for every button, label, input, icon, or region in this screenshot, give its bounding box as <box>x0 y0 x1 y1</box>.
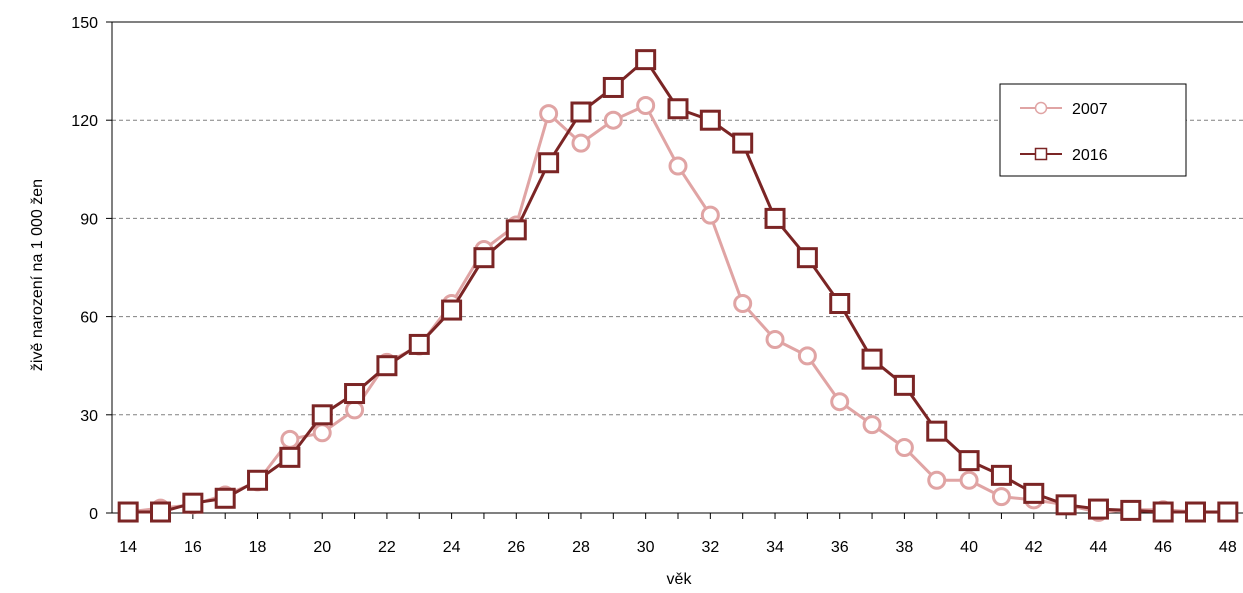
data-point <box>959 470 979 490</box>
y-tick-label: 90 <box>80 211 98 228</box>
x-tick-label: 46 <box>1154 539 1172 556</box>
x-tick-label: 24 <box>443 539 461 556</box>
data-point <box>214 487 236 509</box>
x-tick-label: 32 <box>701 539 719 556</box>
data-point <box>862 415 882 435</box>
data-point <box>1184 501 1206 523</box>
y-tick-label: 0 <box>89 506 98 523</box>
y-tick-label: 150 <box>71 15 98 32</box>
data-point <box>764 207 786 229</box>
data-point <box>635 49 657 71</box>
data-point <box>280 429 300 449</box>
x-tick-label: 42 <box>1025 539 1043 556</box>
data-point <box>636 95 656 115</box>
y-tick-label: 120 <box>71 113 98 130</box>
data-point <box>150 501 172 523</box>
legend: 2007 2016 <box>999 83 1187 177</box>
data-point <box>893 374 915 396</box>
legend-marker-2007 <box>1034 101 1048 115</box>
x-tick-label: 40 <box>960 539 978 556</box>
data-point <box>1217 501 1239 523</box>
data-point <box>732 132 754 154</box>
legend-marker-2016 <box>1034 147 1048 161</box>
x-axis-title: věk <box>667 571 693 588</box>
data-point <box>990 464 1012 486</box>
x-tick-label: 18 <box>249 539 267 556</box>
data-point <box>473 247 495 269</box>
data-point <box>1087 498 1109 520</box>
data-point <box>765 330 785 350</box>
data-point <box>700 205 720 225</box>
x-tick-label: 36 <box>831 539 849 556</box>
y-tick-label: 30 <box>80 408 98 425</box>
data-point <box>376 355 398 377</box>
data-point <box>182 492 204 514</box>
x-tick-label: 44 <box>1090 539 1108 556</box>
data-point <box>538 152 560 174</box>
data-point <box>570 101 592 123</box>
data-point <box>829 293 851 315</box>
data-point <box>668 156 688 176</box>
data-point <box>958 450 980 472</box>
x-tick-label: 34 <box>766 539 784 556</box>
data-point <box>345 400 365 420</box>
data-point <box>861 348 883 370</box>
data-point <box>311 404 333 426</box>
x-tick-label: 30 <box>637 539 655 556</box>
data-point <box>247 469 269 491</box>
data-point <box>117 501 139 523</box>
data-point <box>344 383 366 405</box>
x-tick-label: 14 <box>119 539 137 556</box>
series-lines <box>117 49 1239 523</box>
series-2016 <box>117 49 1239 523</box>
data-point <box>796 247 818 269</box>
x-tick-label: 22 <box>378 539 396 556</box>
data-point <box>1152 501 1174 523</box>
axes: 0 30 60 90 120 150 14 16 18 20 22 24 26 28 30 32 34 36 38 4… <box>71 15 1243 556</box>
data-point <box>603 110 623 130</box>
x-tick-label: 16 <box>184 539 202 556</box>
data-point <box>927 470 947 490</box>
data-point <box>830 392 850 412</box>
legend-box <box>999 83 1187 177</box>
y-tick-label: 60 <box>80 310 98 327</box>
x-tick-label: 38 <box>896 539 914 556</box>
y-axis-title: živě narození na 1 000 žen <box>29 179 46 371</box>
data-point <box>733 294 753 314</box>
data-point <box>699 109 721 131</box>
x-tick-label: 26 <box>507 539 525 556</box>
data-point <box>602 76 624 98</box>
data-point <box>505 219 527 241</box>
data-point <box>1120 499 1142 521</box>
data-point <box>991 487 1011 507</box>
data-point <box>408 333 430 355</box>
x-tick-label: 28 <box>572 539 590 556</box>
data-point <box>667 98 689 120</box>
data-point <box>926 420 948 442</box>
data-point <box>571 133 591 153</box>
data-point <box>312 423 332 443</box>
data-point <box>441 299 463 321</box>
data-point <box>1023 482 1045 504</box>
x-tick-label: 20 <box>313 539 331 556</box>
data-point <box>1055 494 1077 516</box>
data-point <box>539 104 559 124</box>
data-point <box>894 438 914 458</box>
legend-label: 2016 <box>1072 147 1108 164</box>
x-tick-label: 48 <box>1219 539 1237 556</box>
data-point <box>797 346 817 366</box>
legend-label: 2007 <box>1072 101 1108 118</box>
data-point <box>279 446 301 468</box>
